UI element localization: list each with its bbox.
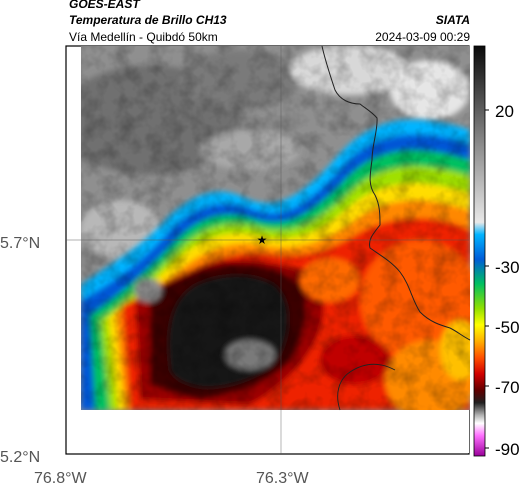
satellite-title: GOES-EAST xyxy=(69,0,140,11)
colorbar-tick-20: 20 xyxy=(495,102,514,121)
star-icon: ★ xyxy=(257,233,268,247)
border-line xyxy=(337,363,396,411)
latitude-label-5-2N: 5.2°N xyxy=(0,449,40,466)
satellite-imagery xyxy=(81,46,470,410)
longitude-label-76-8W: 76.8°W xyxy=(34,470,88,487)
colorbar-tick-minus30: -30 xyxy=(495,258,520,277)
latitude-label-5-7N: 5.7°N xyxy=(0,235,40,252)
colorbar: 20 -30 -50 -70 -90 xyxy=(473,45,520,459)
longitude-label-76-3W: 76.3°W xyxy=(256,470,310,487)
datetime-label: 2024-03-09 00:29 xyxy=(375,30,470,44)
route-subtitle: Vía Medellín - Quibdó 50km xyxy=(69,30,218,44)
colorbar-tick-minus70: -70 xyxy=(495,378,520,397)
border-line xyxy=(321,45,471,341)
product-title: Temperatura de Brillo CH13 xyxy=(69,13,227,27)
colorbar-tick-minus50: -50 xyxy=(495,318,520,337)
colorbar-tick-minus90: -90 xyxy=(495,440,520,459)
organization-label: SIATA xyxy=(435,13,470,27)
